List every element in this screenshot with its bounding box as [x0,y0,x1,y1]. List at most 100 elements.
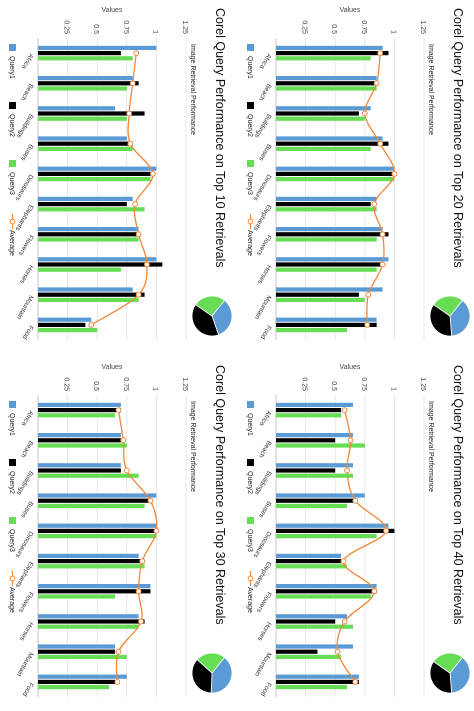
x-tick-label: Flowers [255,233,273,257]
x-tick-label: Beach [257,82,272,102]
bar-query2 [38,679,115,684]
bar-query3 [276,207,377,212]
average-marker [135,588,142,595]
average-marker [138,618,144,625]
bar-query2 [38,262,163,267]
average-marker [153,528,160,534]
pie-slice [211,299,233,336]
bar-query3 [276,624,353,629]
average-marker [352,679,359,685]
chart-title: Corel Query Performance on Top 40 Retrie… [451,365,465,625]
bar-query1 [38,76,133,81]
y-tick-label: 1.25 [181,20,188,34]
bar-query3 [276,564,348,569]
y-tick-label: 0.5 [92,381,99,391]
x-tick-label: Mountain [15,294,35,321]
chart-panel-top40: Corel Query Performance on Top 40 Retrie… [238,357,474,709]
average-marker [123,467,130,474]
bar-query2 [38,322,86,327]
legend-swatch [9,44,16,51]
bar-query1 [276,463,353,468]
bar-query2 [276,232,389,237]
x-tick-label: Buses [19,500,34,520]
bar-query1 [38,106,115,111]
legend-label: Query1 [8,56,15,79]
bar-query3 [38,267,121,272]
x-tick-label: Flowers [17,233,35,257]
x-tick-label: Dinosaurs [13,530,34,559]
average-marker [364,322,371,328]
bar-query1 [38,553,139,559]
y-axis-label: Values [340,7,361,14]
bar-query2 [38,51,121,56]
legend-label: Average [8,230,15,256]
bar-query3 [38,86,127,91]
pie-slice [449,656,471,694]
bar-query3 [276,237,377,242]
bar-query3 [276,267,377,272]
average-marker [144,261,150,268]
average-marker [352,497,359,504]
average-marker [129,80,136,87]
average-marker [340,558,347,565]
bar-query3 [38,146,133,152]
bar-query1 [276,584,377,589]
bar-query1 [38,166,157,171]
bar-query1 [276,317,377,322]
x-tick-label: Elephants [251,203,272,232]
bar-query3 [276,473,353,478]
y-tick-label: 0.75 [360,377,367,391]
bar-query3 [38,207,145,212]
x-tick-label: Beach [19,439,34,459]
bar-query1 [38,402,121,407]
average-marker [341,618,348,625]
average-marker [377,50,384,56]
bar-query1 [276,45,383,50]
bar-query2 [276,81,377,86]
bar-query3 [276,328,348,333]
legend-swatch-marker [9,575,16,582]
x-tick-label: Africa [258,409,273,427]
average-marker [371,588,378,595]
pie-slice [210,656,233,694]
bar-query1 [38,584,151,589]
bar-query1 [38,674,127,679]
bar-query2 [38,498,151,503]
chart-rotated-top30: Corel Query Performance on Top 30 Retrie… [0,357,236,709]
bar-query1 [38,196,133,202]
average-marker [379,231,386,238]
average-marker [341,407,348,413]
bar-query1 [276,402,353,407]
y-tick-label: 1.25 [419,377,426,391]
bar-query3 [38,177,151,182]
y-tick-label: 0.75 [360,20,367,34]
average-marker [373,80,380,87]
bar-query1 [276,136,383,141]
bar-query2 [276,141,389,146]
x-tick-label: Buildings [15,113,35,140]
bar-query2 [38,438,121,443]
legend-label: Query2 [246,114,253,137]
pie-slice [429,304,453,337]
bar-query1 [38,287,133,292]
y-axis-label: Values [102,7,123,14]
legend-label: Query3 [246,172,253,195]
y-axis-label: Values [102,364,123,371]
legend-swatch [9,459,16,466]
bar-query1 [38,257,157,262]
bar-query1 [38,45,157,50]
average-line [364,53,396,325]
bar-query2 [276,498,353,503]
average-marker [135,231,142,238]
bar-query2 [38,202,127,207]
bar-query3 [276,534,377,539]
legend-swatch-marker [9,218,16,225]
average-marker [133,50,140,56]
bar-query1 [276,493,365,498]
average-marker [127,140,134,147]
legend-label: Query2 [8,471,15,494]
legend-swatch [247,517,254,524]
average-line [336,409,387,683]
chart-subtitle: Image Retrieval Performance [189,401,196,492]
bar-query3 [276,177,395,182]
